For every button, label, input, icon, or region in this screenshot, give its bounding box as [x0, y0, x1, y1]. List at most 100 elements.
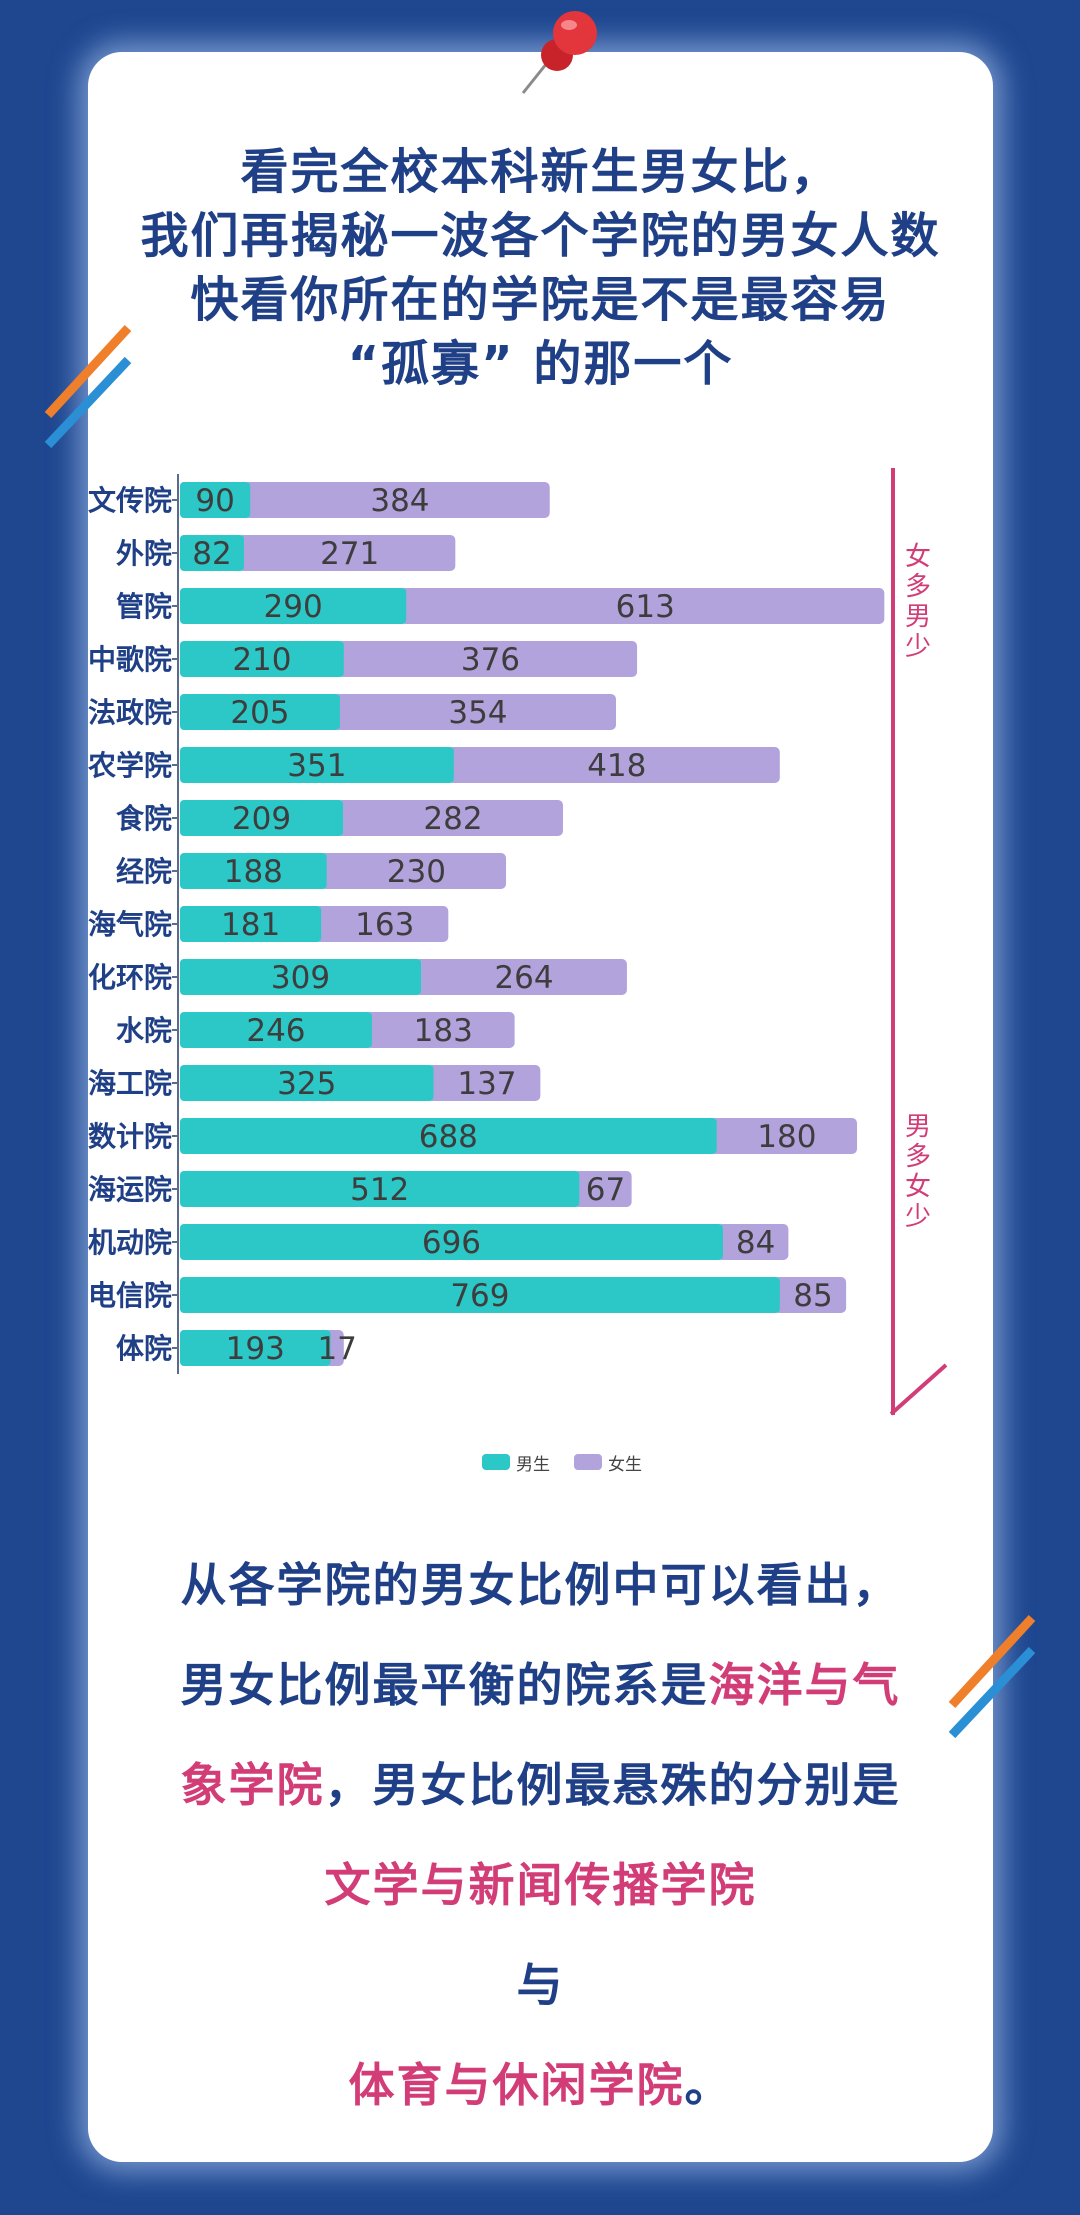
category-label: 经院	[116, 855, 172, 888]
bar-female	[337, 800, 563, 836]
data-label-male: 210	[232, 642, 291, 678]
category-label: 文传院	[88, 484, 172, 517]
data-label-male: 188	[224, 854, 283, 890]
category-label: 水院	[116, 1014, 172, 1047]
chart-legend: 男生 女生	[482, 1450, 656, 1475]
category-label: 农学院	[87, 749, 172, 782]
summary-highlight-balanced-b: 象学院	[180, 1758, 325, 1812]
legend-item-male[interactable]: 男生	[482, 1450, 550, 1475]
title-line-1: 看完全校本科新生男女比，	[240, 144, 841, 200]
summary-line-1: 从各学院的男女比例中可以看出，	[180, 1558, 901, 1612]
summary-highlight-imbalanced-2: 体育与休闲学院	[348, 2058, 685, 2112]
data-label-male: 246	[246, 1013, 305, 1049]
bar-male	[180, 1224, 723, 1260]
data-label-male: 82	[192, 536, 231, 572]
bar-female	[716, 1224, 789, 1260]
legend-item-female[interactable]: 女生	[574, 1450, 642, 1475]
category-label: 海气院	[88, 908, 172, 941]
bar-male	[180, 853, 327, 889]
legend-swatch-male	[482, 1454, 510, 1470]
data-label-male: 512	[350, 1172, 409, 1208]
bar-male	[180, 1065, 434, 1101]
category-label: 外院	[116, 537, 172, 570]
data-label-male: 181	[221, 907, 280, 943]
summary-line-6: 体育与休闲学院。	[88, 2035, 993, 2135]
bar-male	[180, 800, 344, 836]
summary-line-5: 与	[516, 1958, 565, 2012]
data-label-female: 282	[423, 801, 482, 837]
category-label: 法政院	[88, 696, 172, 729]
data-label-male: 205	[230, 695, 289, 731]
summary-line-6b: 。	[684, 2058, 733, 2112]
data-label-male: 696	[422, 1225, 481, 1261]
data-label-female: 85	[793, 1278, 832, 1314]
summary-highlight-imbalanced-1: 文学与新闻传播学院	[324, 1858, 757, 1912]
bar-female	[427, 1065, 541, 1101]
data-label-male: 325	[277, 1066, 336, 1102]
bar-male	[180, 694, 340, 730]
legend-label-female: 女生	[608, 1454, 642, 1475]
bar-female	[773, 1277, 847, 1313]
data-label-male: 209	[232, 801, 291, 837]
bar-female	[337, 641, 638, 677]
bar-female	[365, 1012, 515, 1048]
content-card	[88, 52, 993, 2162]
bar-male	[180, 482, 251, 518]
data-label-male: 309	[271, 960, 330, 996]
bar-male	[180, 1171, 580, 1207]
bar-male	[180, 906, 322, 942]
category-label: 电信院	[88, 1279, 172, 1312]
bar-male	[180, 1118, 717, 1154]
summary-line-2a: 男女比例最平衡的院系是	[180, 1658, 709, 1712]
data-label-female: 183	[414, 1013, 473, 1049]
bar-male	[180, 959, 422, 995]
pushpin-icon	[521, 11, 597, 94]
bar-female	[400, 588, 885, 624]
bar-female	[320, 853, 507, 889]
data-label-female: 17	[317, 1331, 356, 1367]
summary-text: 从各学院的男女比例中可以看出， 男女比例最平衡的院系是海洋与气 象学院，男女比例…	[88, 1535, 993, 2135]
annotation-male-majority: 男多女少	[905, 1112, 931, 1232]
page-title: 看完全校本科新生男女比， 我们再揭秘一波各个学院的男女人数 快看你所在的学院是不…	[88, 140, 993, 396]
legend-swatch-female	[574, 1454, 602, 1470]
data-label-female: 137	[457, 1066, 516, 1102]
stripe-decoration-right	[948, 1614, 1036, 1739]
category-label: 中歌院	[88, 643, 172, 676]
category-label: 数计院	[88, 1120, 172, 1153]
stripe-decoration-left	[44, 324, 132, 449]
data-label-female: 354	[448, 695, 507, 731]
summary-highlight-balanced-a: 海洋与气	[708, 1658, 901, 1712]
summary-line-3b: ，男女比例最悬殊的分别是	[324, 1758, 901, 1812]
title-line-2: 我们再揭秘一波各个学院的男女人数	[140, 208, 941, 264]
category-label: 化环院	[88, 961, 172, 994]
data-label-male: 290	[264, 589, 323, 625]
bracket-end	[889, 1363, 948, 1416]
category-label: 食院	[116, 802, 172, 835]
bar-female	[315, 906, 449, 942]
bar-female	[415, 959, 627, 995]
data-label-male: 351	[287, 748, 346, 784]
data-label-male: 90	[195, 483, 234, 519]
data-label-female: 271	[320, 536, 379, 572]
data-label-female: 163	[355, 907, 414, 943]
bar-male	[180, 1277, 780, 1313]
bar-male	[180, 747, 454, 783]
bar-female	[244, 482, 550, 518]
data-label-male: 193	[226, 1331, 285, 1367]
title-line-4: “孤寡” 的那一个	[347, 336, 734, 392]
data-label-male: 769	[450, 1278, 509, 1314]
data-label-female: 180	[757, 1119, 816, 1155]
legend-label-male: 男生	[516, 1454, 550, 1475]
summary-line-2: 男女比例最平衡的院系是海洋与气	[88, 1635, 993, 1735]
bar-female	[710, 1118, 858, 1154]
title-line-3: 快看你所在的学院是不是最容易	[190, 272, 891, 328]
data-label-male: 688	[419, 1119, 478, 1155]
bar-male	[180, 588, 407, 624]
bar-female	[447, 747, 780, 783]
bar-male	[180, 641, 344, 677]
bar-male	[180, 1012, 372, 1048]
data-label-female: 613	[616, 589, 675, 625]
data-label-female: 264	[494, 960, 553, 996]
bar-female	[573, 1171, 632, 1207]
data-label-female: 384	[370, 483, 429, 519]
